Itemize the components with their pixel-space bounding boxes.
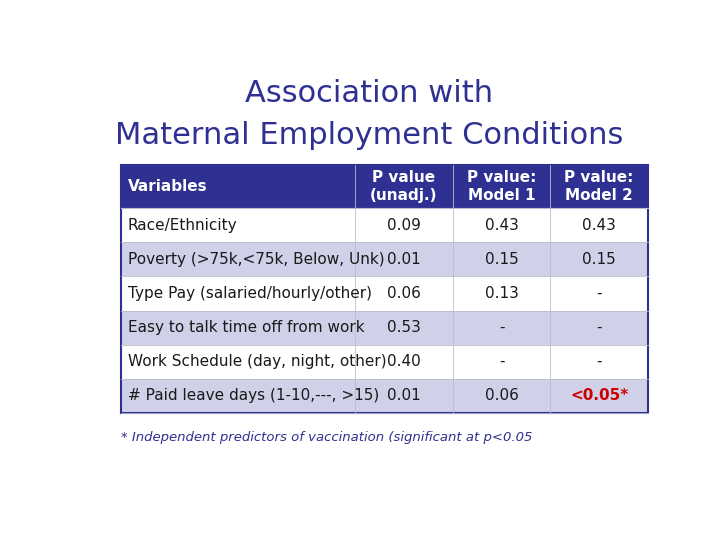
FancyBboxPatch shape	[355, 165, 453, 208]
Text: 0.01: 0.01	[387, 252, 420, 267]
FancyBboxPatch shape	[453, 208, 550, 242]
Text: Poverty (>75k,<75k, Below, Unk): Poverty (>75k,<75k, Below, Unk)	[128, 252, 384, 267]
Text: P value:
Model 1: P value: Model 1	[467, 170, 536, 202]
FancyBboxPatch shape	[453, 310, 550, 345]
Text: -: -	[596, 354, 602, 369]
FancyBboxPatch shape	[550, 165, 648, 208]
FancyBboxPatch shape	[355, 242, 453, 276]
FancyBboxPatch shape	[121, 276, 355, 310]
Text: Variables: Variables	[128, 179, 207, 194]
FancyBboxPatch shape	[550, 379, 648, 413]
Text: 0.01: 0.01	[387, 388, 420, 403]
Text: <0.05*: <0.05*	[570, 388, 629, 403]
FancyBboxPatch shape	[550, 242, 648, 276]
Text: P value:
Model 2: P value: Model 2	[564, 170, 634, 202]
Text: Work Schedule (day, night, other): Work Schedule (day, night, other)	[128, 354, 387, 369]
Text: 0.13: 0.13	[485, 286, 518, 301]
Text: 0.09: 0.09	[387, 218, 420, 233]
Text: 0.15: 0.15	[485, 252, 518, 267]
FancyBboxPatch shape	[550, 276, 648, 310]
FancyBboxPatch shape	[453, 379, 550, 413]
FancyBboxPatch shape	[453, 276, 550, 310]
Text: P value
(unadj.): P value (unadj.)	[370, 170, 438, 202]
FancyBboxPatch shape	[550, 208, 648, 242]
Text: -: -	[499, 354, 504, 369]
Text: Maternal Employment Conditions: Maternal Employment Conditions	[114, 121, 624, 150]
Text: -: -	[596, 320, 602, 335]
FancyBboxPatch shape	[121, 310, 355, 345]
FancyBboxPatch shape	[550, 345, 648, 379]
FancyBboxPatch shape	[121, 165, 355, 208]
FancyBboxPatch shape	[355, 208, 453, 242]
Text: 0.15: 0.15	[582, 252, 616, 267]
FancyBboxPatch shape	[453, 345, 550, 379]
Text: -: -	[499, 320, 504, 335]
FancyBboxPatch shape	[453, 242, 550, 276]
Text: 0.43: 0.43	[485, 218, 518, 233]
Text: 0.53: 0.53	[387, 320, 420, 335]
FancyBboxPatch shape	[550, 310, 648, 345]
Text: 0.43: 0.43	[582, 218, 616, 233]
FancyBboxPatch shape	[355, 310, 453, 345]
Text: Easy to talk time off from work: Easy to talk time off from work	[128, 320, 364, 335]
FancyBboxPatch shape	[355, 276, 453, 310]
FancyBboxPatch shape	[121, 379, 355, 413]
FancyBboxPatch shape	[121, 208, 355, 242]
Text: -: -	[596, 286, 602, 301]
Text: Association with: Association with	[245, 79, 493, 109]
Text: 0.06: 0.06	[387, 286, 420, 301]
Text: Race/Ethnicity: Race/Ethnicity	[128, 218, 238, 233]
FancyBboxPatch shape	[121, 242, 355, 276]
FancyBboxPatch shape	[355, 345, 453, 379]
Text: 0.06: 0.06	[485, 388, 518, 403]
Text: * Independent predictors of vaccination (significant at p<0.05: * Independent predictors of vaccination …	[121, 431, 532, 444]
Text: Type Pay (salaried/hourly/other): Type Pay (salaried/hourly/other)	[128, 286, 372, 301]
Text: 0.40: 0.40	[387, 354, 420, 369]
FancyBboxPatch shape	[121, 345, 355, 379]
FancyBboxPatch shape	[355, 379, 453, 413]
FancyBboxPatch shape	[453, 165, 550, 208]
Text: # Paid leave days (1-10,---, >15): # Paid leave days (1-10,---, >15)	[128, 388, 379, 403]
